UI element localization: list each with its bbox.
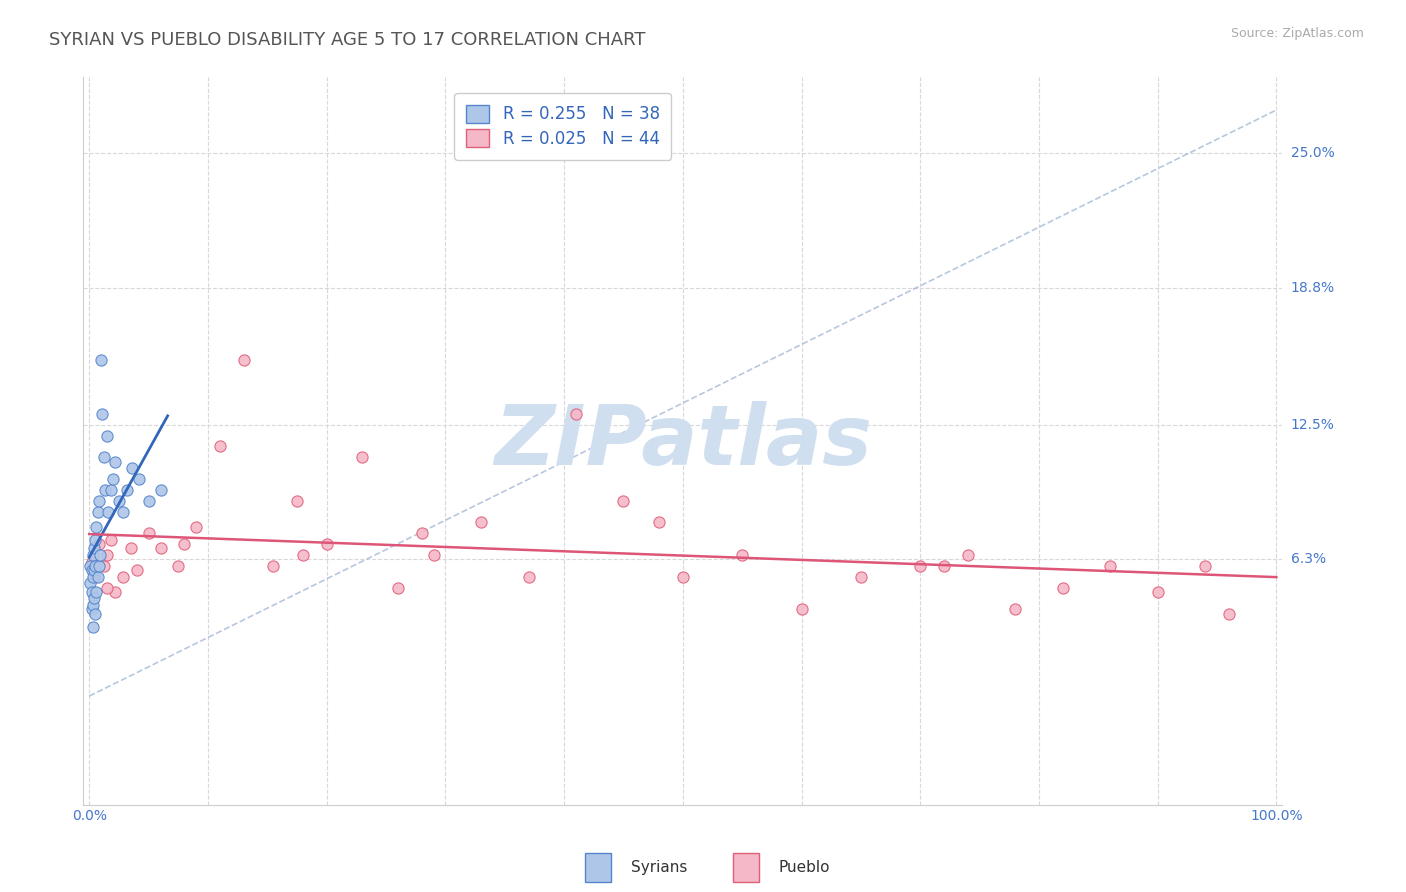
Point [120, 541, 142, 556]
Point [86, 520, 108, 534]
Point [1004, 602, 1026, 616]
Point [910, 558, 932, 573]
Point [101, 472, 124, 486]
Point [149, 541, 172, 556]
Point [138, 526, 160, 541]
Point [83, 541, 105, 556]
Point [82, 548, 104, 562]
Point [80, 563, 103, 577]
Point [184, 520, 207, 534]
Point [80, 585, 103, 599]
Point [117, 483, 139, 497]
Point [97, 505, 120, 519]
Text: Pueblo: Pueblo [779, 860, 831, 875]
Point [849, 570, 872, 584]
Point [1146, 585, 1168, 599]
Point [82, 570, 104, 584]
Point [208, 440, 231, 454]
Text: Syrians: Syrians [631, 860, 688, 875]
Point [612, 493, 634, 508]
Point [648, 516, 671, 530]
Point [87, 493, 110, 508]
Point [731, 548, 754, 562]
Point [149, 483, 172, 497]
Point [167, 558, 190, 573]
Point [111, 505, 134, 519]
Point [422, 548, 444, 562]
Point [87, 558, 110, 573]
Point [96, 428, 118, 442]
Point [80, 554, 103, 568]
Point [91, 407, 114, 421]
Point [104, 585, 127, 599]
Text: 6.3%: 6.3% [1291, 552, 1326, 566]
Text: SYRIAN VS PUEBLO DISABILITY AGE 5 TO 17 CORRELATION CHART: SYRIAN VS PUEBLO DISABILITY AGE 5 TO 17 … [49, 31, 645, 49]
Point [93, 558, 115, 573]
Point [315, 537, 337, 551]
Point [1052, 581, 1074, 595]
Point [138, 493, 160, 508]
FancyBboxPatch shape [585, 854, 612, 881]
Point [104, 455, 127, 469]
Point [84, 533, 107, 547]
Text: 18.8%: 18.8% [1291, 281, 1334, 295]
Point [565, 407, 588, 421]
Point [87, 537, 110, 551]
Legend: R = 0.255   N = 38, R = 0.025   N = 44: R = 0.255 N = 38, R = 0.025 N = 44 [454, 93, 672, 160]
Point [232, 352, 254, 367]
Point [82, 598, 104, 612]
Point [90, 352, 112, 367]
Point [262, 558, 284, 573]
Point [93, 450, 115, 465]
Point [411, 526, 433, 541]
Point [790, 602, 813, 616]
Point [82, 619, 104, 633]
Point [108, 493, 131, 508]
Point [956, 548, 979, 562]
Point [86, 585, 108, 599]
Point [1218, 607, 1240, 621]
Point [96, 548, 118, 562]
Text: ZIPatlas: ZIPatlas [494, 401, 872, 482]
Point [1194, 558, 1216, 573]
Point [83, 591, 105, 606]
Point [84, 607, 107, 621]
Point [128, 472, 150, 486]
Point [84, 558, 107, 573]
Point [111, 570, 134, 584]
Point [79, 576, 101, 591]
Text: 12.5%: 12.5% [1291, 417, 1334, 432]
Point [285, 493, 308, 508]
Point [100, 533, 122, 547]
Point [86, 570, 108, 584]
Point [80, 602, 103, 616]
Point [79, 558, 101, 573]
Point [352, 450, 374, 465]
Point [125, 563, 148, 577]
Point [86, 505, 108, 519]
Text: Source: ZipAtlas.com: Source: ZipAtlas.com [1230, 27, 1364, 40]
Point [1099, 558, 1122, 573]
Point [672, 570, 695, 584]
Point [173, 537, 195, 551]
Point [470, 516, 492, 530]
Point [100, 483, 122, 497]
Point [517, 570, 540, 584]
Text: 25.0%: 25.0% [1291, 146, 1334, 161]
Point [291, 548, 314, 562]
Point [932, 558, 955, 573]
Point [387, 581, 409, 595]
Point [83, 563, 105, 577]
FancyBboxPatch shape [733, 854, 759, 881]
Point [96, 581, 118, 595]
Point [89, 548, 111, 562]
Point [93, 483, 115, 497]
Point [121, 461, 143, 475]
Point [84, 570, 107, 584]
